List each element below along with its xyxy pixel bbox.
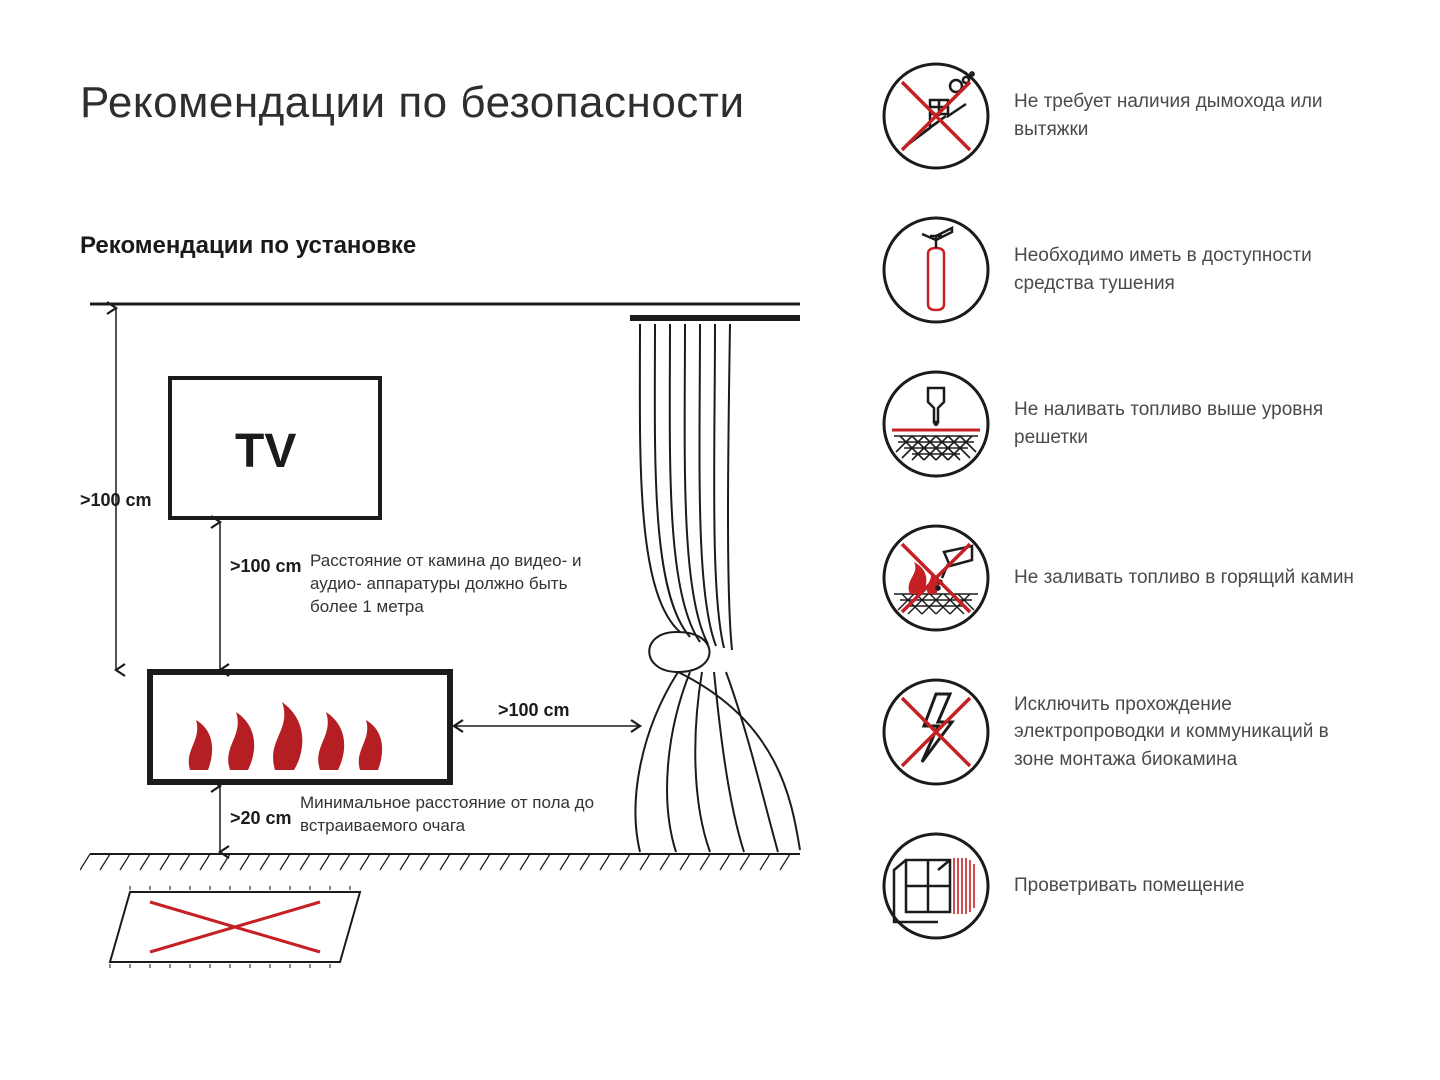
ventilate-icon — [880, 830, 992, 942]
page-title: Рекомендации по безопасности — [80, 78, 745, 128]
safety-text: Исключить прохождение электропроводки и … — [1014, 691, 1374, 774]
safety-list: Не требует наличия дымохода или вытяжки … — [880, 60, 1400, 984]
safety-item-extinguisher: Необходимо иметь в доступности средства … — [880, 214, 1400, 326]
dist-curtain-label: >100 cm — [498, 700, 570, 720]
safety-item-chimney: Не требует наличия дымохода или вытяжки — [880, 60, 1400, 172]
fuel-burning-crossed-icon — [880, 522, 992, 634]
installation-diagram: TV — [80, 292, 820, 972]
install-subtitle: Рекомендации по установке — [80, 232, 416, 260]
safety-item-fuel-burning: Не заливать топливо в горящий камин — [880, 522, 1400, 634]
extinguisher-icon — [880, 214, 992, 326]
dist-ceiling-label: >100 cm — [80, 490, 152, 510]
safety-text: Проветривать помещение — [1014, 872, 1245, 900]
safety-text: Не заливать топливо в горящий камин — [1014, 564, 1354, 592]
rug-crossed-icon — [110, 886, 360, 968]
floor-hatch — [80, 854, 800, 870]
wiring-crossed-icon — [880, 676, 992, 788]
safety-item-wiring: Исключить прохождение электропроводки и … — [880, 676, 1400, 788]
tv-label: TV — [235, 425, 296, 478]
dist-floor-note: Минимальное расстояние от пола до встраи… — [300, 792, 600, 838]
curtain-icon — [636, 324, 800, 852]
safety-item-ventilate: Проветривать помещение — [880, 830, 1400, 942]
chimney-crossed-icon — [880, 60, 992, 172]
flames-icon — [189, 702, 382, 770]
dist-tv-fire-note: Расстояние от камина до видео- и аудио- … — [310, 550, 610, 619]
dist-floor-label: >20 cm — [230, 808, 292, 828]
safety-text: Не наливать топливо выше уровня решетки — [1014, 396, 1374, 451]
dist-tv-fire-label: >100 cm — [230, 556, 302, 576]
safety-text: Необходимо иметь в доступности средства … — [1014, 242, 1374, 297]
fuel-level-icon — [880, 368, 992, 480]
safety-item-fuel-level: Не наливать топливо выше уровня решетки — [880, 368, 1400, 480]
safety-text: Не требует наличия дымохода или вытяжки — [1014, 88, 1374, 143]
